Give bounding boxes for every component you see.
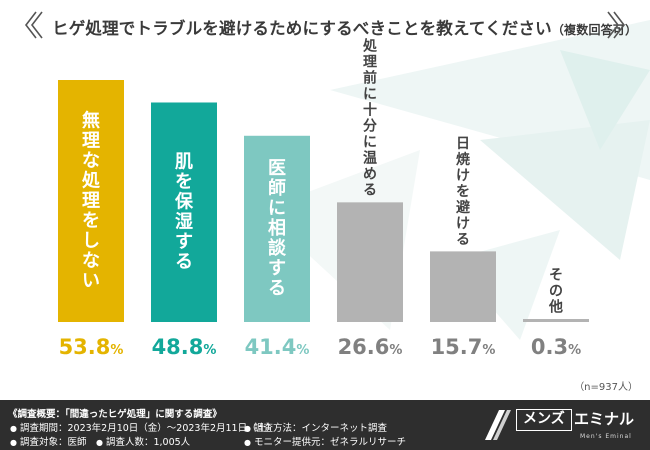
right-bracket-icon [607, 11, 626, 39]
bullet-icon: ● [244, 438, 251, 447]
value-label-1: 53.8% [59, 335, 124, 359]
bullet-icon: ● [10, 424, 17, 433]
sample-size-note: （n=937人） [574, 382, 638, 393]
brand-logo: メンズ エミナル Men's Eminal [482, 405, 642, 445]
bullet-icon: ● [244, 424, 251, 433]
category-label-5: 日焼けを避ける [456, 136, 470, 248]
chart-header: ヒゲ処理でトラブルを避けるためにするべきことを教えてください（複数回答可） [0, 0, 650, 52]
survey-period: ● 調査期間：2023年2月10日（金）〜2023年2月11日（土） [10, 423, 276, 434]
value-label-5: 15.7% [431, 335, 496, 359]
bar-2 [151, 102, 217, 322]
bar-1 [58, 80, 124, 322]
value-label-6: 0.3% [531, 335, 581, 359]
bar-5 [430, 251, 496, 322]
bullet-icon: ● [10, 438, 17, 447]
left-bracket-icon [24, 11, 43, 39]
value-label-2: 48.8% [152, 335, 217, 359]
bar-chart: 無理な処理をしない 53.8% 肌を保湿する 48.8% 医師に相談する 41.4% 処理前… [58, 38, 589, 359]
brand-box-label: メンズ [516, 409, 572, 431]
bar-3 [244, 135, 310, 322]
brand-mark-icon [485, 410, 511, 440]
category-label-6: その他 [548, 267, 563, 315]
survey-count: ● 調査人数：1,005人 [96, 437, 191, 448]
survey-heading: 《調査概要：「間違ったヒゲ処理」に関する調査》 [8, 409, 222, 420]
value-label-4: 26.6% [338, 335, 403, 359]
category-label-3: 医師に相談する [268, 158, 287, 299]
category-label-4: 処理前に十分に温める [362, 38, 378, 199]
category-label-1: 無理な処理をしない [82, 109, 101, 291]
bullet-icon: ● [96, 438, 103, 447]
bar-6 [523, 319, 589, 322]
chart-subtitle: （複数回答可） [551, 23, 638, 37]
survey-footer: 《調査概要：「間違ったヒゲ処理」に関する調査》 ● 調査期間：2023年2月10日… [0, 400, 650, 450]
bar-4 [337, 202, 403, 322]
chart-title: ヒゲ処理でトラブルを避けるためにするべきことを教えてください（複数回答可） [52, 19, 638, 38]
survey-method: ● 調査方法：インターネット調査 [244, 423, 387, 434]
value-label-3: 41.4% [245, 335, 310, 359]
category-label-2: 肌を保湿する [174, 152, 194, 273]
brand-name: エミナル [574, 410, 635, 428]
survey-provider: ● モニター提供元：ゼネラルリサーチ [244, 437, 406, 448]
brand-subtitle: Men's Eminal [580, 433, 632, 440]
survey-target: ● 調査対象：医師 [10, 437, 87, 448]
